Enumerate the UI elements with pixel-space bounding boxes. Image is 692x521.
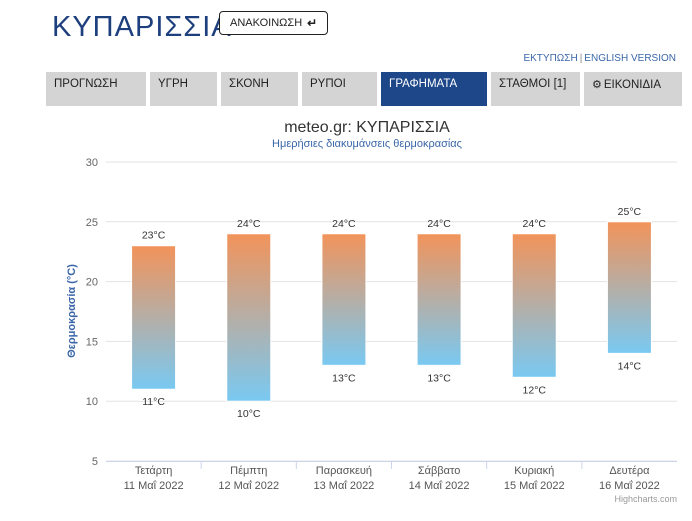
bar-series: 23°C 11°C 24°C 10°C 24°C 13°C 24°C 13°C 24°C 12°C… (131, 206, 652, 420)
announcement-label: ΑΝΑΚΟΙΝΩΣΗ (230, 17, 303, 29)
temperature-bar[interactable] (416, 233, 462, 366)
temperature-bar[interactable] (511, 233, 557, 378)
max-temp-label: 24°C (237, 218, 261, 230)
tab-label: ΥΓΡΗ (158, 78, 188, 90)
gear-icon: ⚙ (592, 79, 602, 91)
y-tick-label: 15 (86, 336, 98, 348)
tab-label: ΓΡΑΦΗΜΑΤΑ (389, 78, 458, 90)
min-temp-label: 10°C (237, 408, 261, 420)
min-temp-label: 13°C (427, 372, 451, 384)
tab-charts[interactable]: ΓΡΑΦΗΜΑΤΑ (381, 72, 487, 106)
x-tick-day: Σάββατο (418, 465, 460, 477)
y-axis-ticks: 5 10 15 20 25 30 (86, 157, 98, 468)
x-tick-date: 16 Μαΐ 2022 (599, 480, 660, 492)
max-temp-label: 24°C (427, 218, 451, 230)
temperature-bar[interactable] (321, 233, 367, 366)
max-temp-label: 24°C (332, 218, 356, 230)
link-separator: | (579, 53, 583, 64)
temperature-bar[interactable] (226, 233, 272, 402)
y-tick-label: 10 (86, 396, 98, 408)
announcement-button[interactable]: ΑΝΑΚΟΙΝΩΣΗ ↵ (219, 11, 329, 35)
page-title: ΚΥΠΑΡΙΣΣΙΑ (52, 11, 232, 43)
tab-dust[interactable]: ΣΚΟΝΗ (221, 72, 298, 106)
min-temp-label: 12°C (523, 384, 547, 396)
tab-label: ΠΡΟΓΝΩΣΗ (54, 78, 118, 90)
max-temp-label: 25°C (618, 206, 642, 218)
tab-label: ΣΤΑΘΜΟΙ [1] (499, 78, 567, 90)
x-tick-day: Παρασκευή (316, 465, 372, 477)
tab-humidity[interactable]: ΥΓΡΗ (150, 72, 217, 106)
temperature-bar[interactable] (606, 221, 652, 354)
y-axis-label: Θερμοκρασία (°C) (66, 264, 78, 358)
top-links: ΕΚΤΥΠΩΣΗ | ENGLISH VERSION (523, 53, 676, 64)
y-tick-label: 20 (86, 277, 98, 289)
max-temp-label: 24°C (523, 218, 547, 230)
chart-title: meteo.gr: ΚΥΠΑΡΙΣΣΙΑ (284, 119, 450, 136)
tab-pollutants[interactable]: ΡΥΠΟΙ (302, 72, 377, 106)
y-tick-label: 25 (86, 217, 98, 229)
x-tick-date: 12 Μαΐ 2022 (218, 480, 279, 492)
main-tabs: ΠΡΟΓΝΩΣΗ ΥΓΡΗ ΣΚΟΝΗ ΡΥΠΟΙ ΓΡΑΦΗΜΑΤΑ ΣΤΑΘ… (46, 72, 682, 106)
x-axis-ticks: Τετάρτη 11 Μαΐ 2022 Πέμπτη 12 Μαΐ 2022 Παρασ… (124, 461, 660, 492)
x-tick-day: Τετάρτη (135, 465, 173, 477)
x-tick-day: Πέμπτη (230, 465, 267, 477)
english-version-link[interactable]: ENGLISH VERSION (584, 53, 676, 64)
min-temp-label: 13°C (332, 372, 356, 384)
chart-subtitle: Ημερήσιες διακυμάνσεις θερμοκρασίας (272, 138, 462, 150)
grid-lines (106, 161, 677, 462)
min-temp-label: 11°C (142, 396, 165, 408)
y-tick-label: 5 (92, 456, 98, 468)
tab-stations[interactable]: ΣΤΑΘΜΟΙ [1] (491, 72, 580, 106)
chart-credits[interactable]: Highcharts.com (614, 494, 677, 504)
x-tick-date: 13 Μαΐ 2022 (314, 480, 375, 492)
x-tick-day: Κυριακή (514, 465, 554, 477)
arrow-return-icon: ↵ (307, 16, 318, 30)
temperature-bar[interactable] (131, 245, 177, 390)
x-tick-date: 15 Μαΐ 2022 (504, 480, 565, 492)
x-tick-date: 14 Μαΐ 2022 (409, 480, 470, 492)
min-temp-label: 14°C (618, 360, 642, 372)
tab-icons[interactable]: ⚙ ΕΙΚΟΝΙΔΙΑ (584, 72, 682, 106)
tab-label: ΡΥΠΟΙ (310, 78, 346, 90)
x-tick-day: Δευτέρα (609, 465, 650, 477)
x-tick-date: 11 Μαΐ 2022 (124, 480, 184, 492)
tab-forecast[interactable]: ΠΡΟΓΝΩΣΗ (46, 72, 146, 106)
max-temp-label: 23°C (142, 230, 166, 242)
tab-label: ΕΙΚΟΝΙΔΙΑ (603, 79, 662, 91)
y-tick-label: 30 (86, 157, 98, 169)
tab-label: ΣΚΟΝΗ (229, 78, 269, 90)
print-link[interactable]: ΕΚΤΥΠΩΣΗ (523, 53, 578, 64)
